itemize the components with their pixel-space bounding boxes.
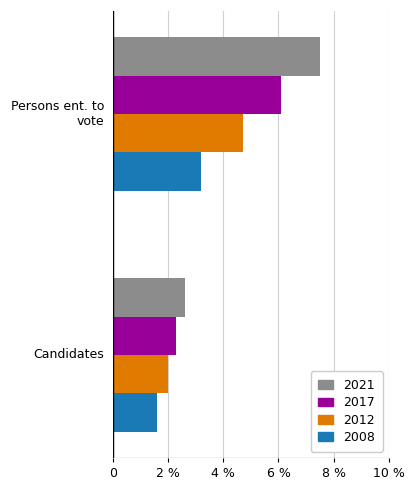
Bar <box>113 317 176 355</box>
Bar <box>113 393 157 432</box>
Bar <box>113 37 320 76</box>
Legend: 2021, 2017, 2012, 2008: 2021, 2017, 2012, 2008 <box>311 372 383 452</box>
Bar <box>113 153 201 191</box>
Bar <box>113 355 168 393</box>
Bar <box>113 278 185 317</box>
Bar <box>113 114 243 153</box>
Bar <box>113 76 281 114</box>
